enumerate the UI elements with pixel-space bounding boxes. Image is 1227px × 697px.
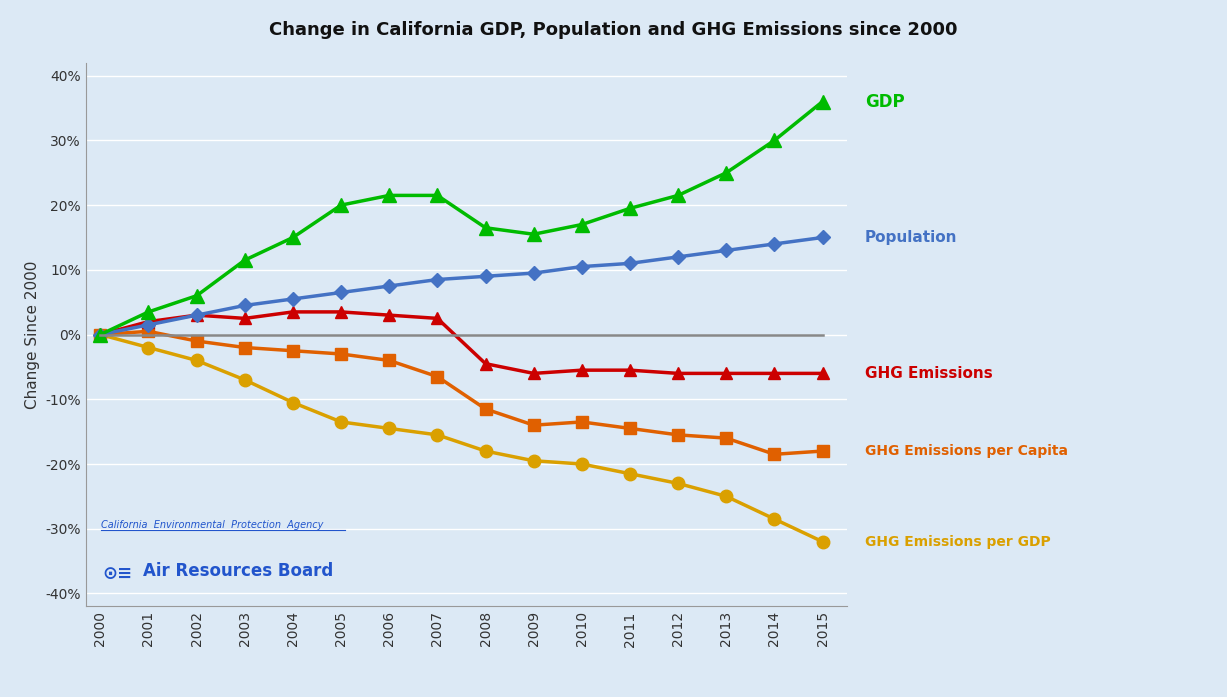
Text: GDP: GDP: [865, 93, 904, 111]
Y-axis label: Change Since 2000: Change Since 2000: [25, 261, 39, 408]
Text: Population: Population: [865, 230, 957, 245]
Text: GHG Emissions per Capita: GHG Emissions per Capita: [865, 444, 1067, 458]
Text: GHG Emissions per GDP: GHG Emissions per GDP: [865, 535, 1050, 549]
Text: GHG Emissions: GHG Emissions: [865, 366, 993, 381]
Text: California  Environmental  Protection  Agency: California Environmental Protection Agen…: [101, 520, 324, 530]
Text: ⊙≡: ⊙≡: [103, 565, 133, 583]
Text: Change in California GDP, Population and GHG Emissions since 2000: Change in California GDP, Population and…: [269, 21, 958, 39]
Text: Air Resources Board: Air Resources Board: [142, 562, 334, 580]
